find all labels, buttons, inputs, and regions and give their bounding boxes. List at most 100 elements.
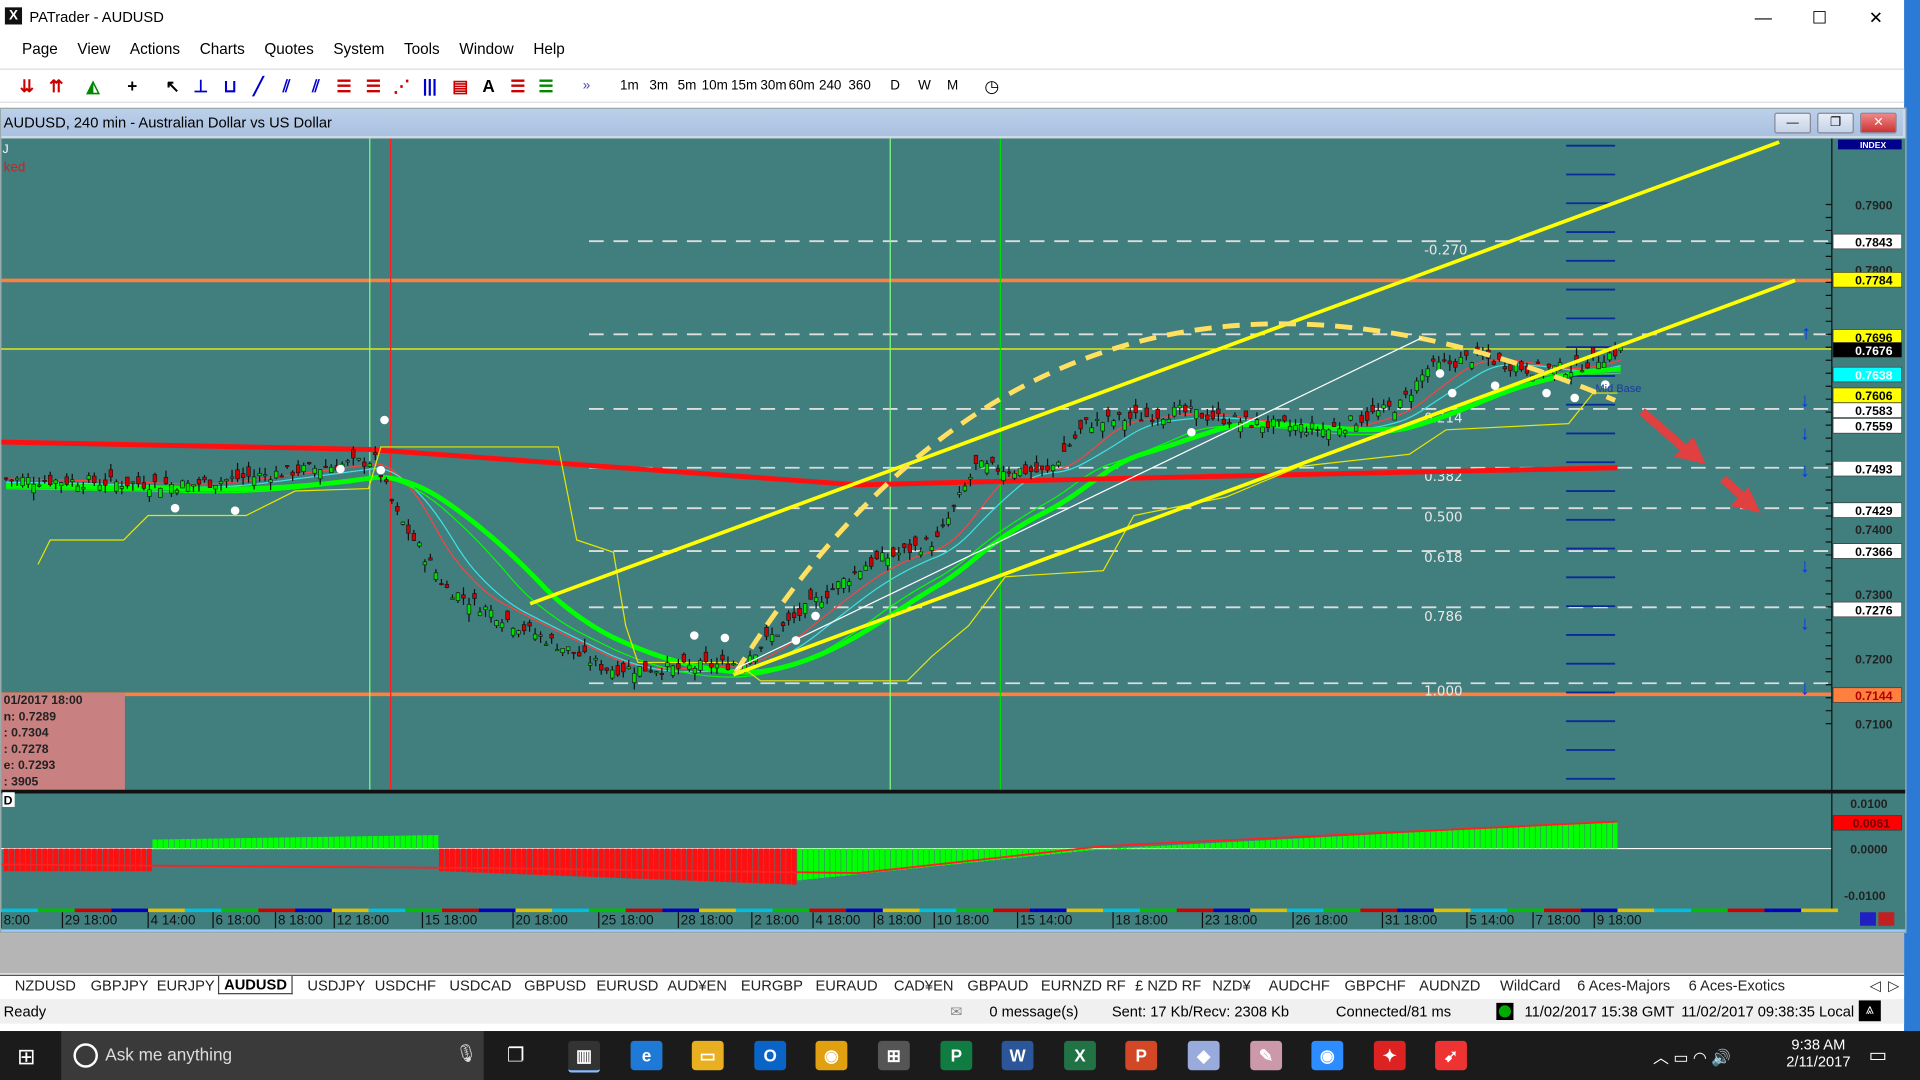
menu-view[interactable]: View — [77, 40, 111, 58]
minimize-button[interactable]: — — [1754, 7, 1772, 27]
price-label-icon[interactable]: ▤ — [452, 75, 469, 96]
rsi-icon[interactable]: ☰ — [538, 75, 554, 96]
vertical-line-icon[interactable]: ⊔ — [223, 75, 237, 96]
tab-usdchf[interactable]: USDCHF — [374, 977, 436, 995]
tab-gbpaud[interactable]: GBPAUD — [967, 977, 1029, 995]
menu-actions[interactable]: Actions — [129, 40, 181, 58]
menu-window[interactable]: Window — [459, 40, 514, 58]
tab-aud-en[interactable]: AUD¥EN — [667, 977, 727, 995]
clock-icon[interactable]: ◷ — [984, 75, 1000, 96]
store-taskbar-icon[interactable]: ⊞ — [877, 1040, 910, 1071]
tab-gbpjpy[interactable]: GBPJPY — [90, 977, 149, 995]
notifications-icon[interactable]: ▭ — [1868, 1045, 1888, 1067]
timeframe-10m[interactable]: 10m — [701, 78, 728, 94]
timeframe-1m[interactable]: 1m — [620, 78, 639, 94]
tab-euraud[interactable]: EURAUD — [815, 977, 878, 995]
tab-scroll-left-icon[interactable]: ◁ — [1869, 977, 1882, 995]
timeframe-60m[interactable]: 60m — [788, 78, 815, 94]
timeframe-360[interactable]: 360 — [848, 78, 871, 94]
menu-tools[interactable]: Tools — [403, 40, 440, 58]
period-D[interactable]: D — [890, 78, 900, 94]
tab-eurgbp[interactable]: EURGBP — [740, 977, 803, 995]
app-9-taskbar-icon[interactable]: ◆ — [1187, 1040, 1220, 1071]
timeframe-3m[interactable]: 3m — [649, 78, 669, 94]
close-button[interactable]: ✕ — [1868, 7, 1884, 27]
word-taskbar-icon[interactable]: W — [1001, 1040, 1034, 1071]
tab-cad-en[interactable]: CAD¥EN — [893, 977, 954, 995]
price-chart[interactable]: -0.2700.2140.3820.5000.6180.7861.000↑↓↓↓… — [1, 138, 1906, 932]
bearish-candle — [830, 588, 835, 591]
tab-audusd[interactable]: AUDUSD — [217, 975, 294, 995]
status-messages[interactable]: 0 message(s) — [989, 1002, 1079, 1021]
chart-close-button[interactable]: ✕ — [1860, 112, 1897, 134]
tab-usdjpy[interactable]: USDJPY — [307, 977, 366, 995]
tab-audnzd[interactable]: AUDNZD — [1419, 977, 1481, 995]
pattern-icon[interactable]: ☰ — [510, 75, 526, 96]
regression-channel-icon[interactable]: ⫽ — [312, 75, 320, 96]
tab-scroll-right-icon[interactable]: ▷ — [1888, 977, 1900, 995]
file-explorer-taskbar-icon[interactable]: ▭ — [691, 1040, 724, 1071]
toolbar-overflow-button[interactable]: » — [582, 78, 591, 94]
microphone-icon[interactable]: 🎙 — [455, 1043, 478, 1063]
tab-eurusd[interactable]: EURUSD — [596, 977, 659, 995]
tab-6-aces-exotics[interactable]: 6 Aces-Exotics — [1688, 977, 1785, 995]
app-13-taskbar-icon[interactable]: ➹ — [1435, 1040, 1467, 1071]
outlook-taskbar-icon[interactable]: O — [754, 1040, 787, 1071]
task-view-icon[interactable]: ❐ — [506, 1045, 525, 1067]
sell-arrows-icon[interactable]: ⇈ — [49, 75, 64, 96]
horizontal-line-icon[interactable]: ⊥ — [193, 75, 209, 96]
menu-system[interactable]: System — [333, 40, 385, 58]
app-12-taskbar-icon[interactable]: ✦ — [1373, 1040, 1406, 1071]
crosshair-icon[interactable]: + — [127, 75, 138, 96]
tab-nzdusd[interactable]: NZDUSD — [14, 977, 76, 995]
zoom-taskbar-icon[interactable]: ◉ — [1311, 1040, 1344, 1071]
edge-taskbar-icon[interactable]: e — [630, 1040, 663, 1071]
cortana-search-box[interactable]: Ask me anything 🎙 — [61, 1031, 484, 1080]
maximize-button[interactable]: ☐ — [1811, 7, 1828, 27]
menu-help[interactable]: Help — [533, 40, 565, 58]
timeframe-15m[interactable]: 15m — [731, 78, 758, 94]
tab-audchf[interactable]: AUDCHF — [1268, 977, 1330, 995]
timeframe-30m[interactable]: 30m — [760, 78, 787, 94]
gann-fan-icon[interactable]: ⋰ — [393, 75, 411, 96]
tab-gbpusd[interactable]: GBPUSD — [524, 977, 587, 995]
app-10-taskbar-icon[interactable]: ✎ — [1250, 1040, 1283, 1071]
excel-taskbar-icon[interactable]: X — [1064, 1040, 1096, 1071]
period-W[interactable]: W — [918, 78, 931, 94]
tab-nzd-[interactable]: NZD¥ — [1212, 977, 1251, 995]
channel-icon[interactable]: ⫽ — [282, 75, 291, 96]
tab-wildcard[interactable]: WildCard — [1500, 977, 1561, 995]
buy-arrows-icon[interactable]: ⇊ — [19, 75, 35, 96]
menu-quotes[interactable]: Quotes — [264, 40, 314, 58]
chrome-taskbar-icon[interactable]: ◉ — [815, 1040, 848, 1071]
chart-restore-button[interactable]: ❐ — [1817, 112, 1854, 134]
fibonacci-retracement-icon[interactable]: ☰ — [336, 75, 352, 96]
patrader-taskbar-icon[interactable]: ▥ — [568, 1040, 601, 1073]
tab-gbpchf[interactable]: GBPCHF — [1344, 977, 1406, 995]
cursor-icon[interactable]: ↖ — [165, 75, 180, 96]
windows-start-icon[interactable]: ⊞ — [17, 1044, 36, 1069]
menu-page[interactable]: Page — [22, 40, 58, 58]
powerpoint-taskbar-icon[interactable]: P — [1125, 1040, 1158, 1071]
tray-icons[interactable]: ︿ ▭ ◠ 🔊 — [1653, 1048, 1732, 1067]
date-axis-label: 26 18:00 — [1296, 912, 1348, 927]
text-icon[interactable]: A — [482, 75, 495, 96]
cycle-lines-icon[interactable]: ||| — [422, 75, 437, 96]
publisher-taskbar-icon[interactable]: P — [940, 1040, 973, 1071]
fibonacci-extension-icon[interactable]: ☰ — [365, 75, 382, 96]
period-M[interactable]: M — [947, 78, 959, 94]
tab--nzd-rf[interactable]: £ NZD RF — [1135, 977, 1202, 995]
chart-type-icon[interactable]: ◭ — [86, 75, 100, 96]
timeframe-240[interactable]: 240 — [818, 78, 842, 94]
tab-eurjpy[interactable]: EURJPY — [156, 977, 215, 995]
timeframe-5m[interactable]: 5m — [677, 78, 697, 94]
trend-line-icon[interactable]: ╱ — [253, 75, 264, 96]
tab-6-aces-majors[interactable]: 6 Aces-Majors — [1577, 977, 1671, 995]
chart-minimize-button[interactable]: — — [1774, 112, 1812, 134]
menu-charts[interactable]: Charts — [199, 40, 245, 58]
tab-usdcad[interactable]: USDCAD — [449, 977, 512, 995]
bearish-candle — [1282, 415, 1287, 422]
histogram-bar — [494, 848, 499, 874]
clock[interactable]: 9:38 AM 2/11/2017 — [1782, 1036, 1855, 1070]
tab-eurnzd-rf[interactable]: EURNZD RF — [1040, 977, 1126, 995]
